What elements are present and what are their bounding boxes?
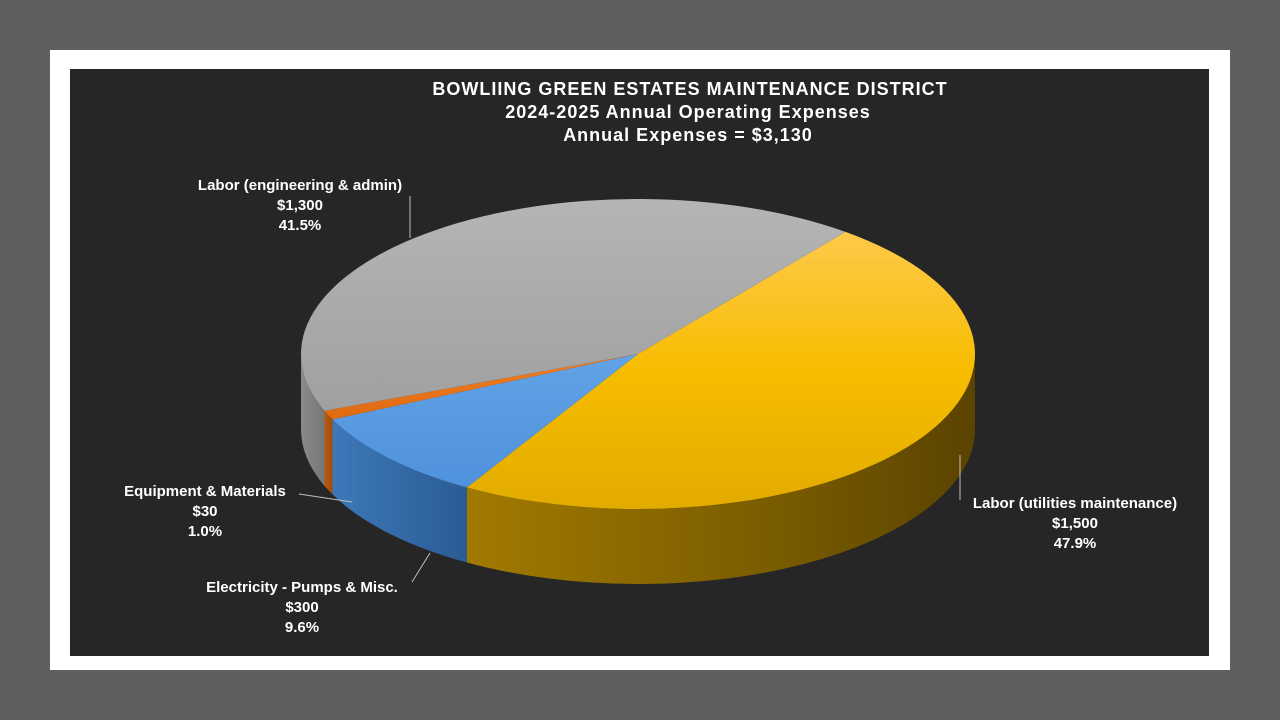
- slice-value: $30: [192, 503, 217, 520]
- slice-percent: 41.5%: [279, 217, 322, 234]
- pie-tops: [301, 199, 975, 509]
- slice-electricity: [332, 354, 638, 488]
- slice-value: $1,300: [277, 197, 323, 214]
- leader-line-electricity: [411, 552, 431, 583]
- slice-labor-engineering-side: [301, 354, 325, 486]
- label-electricity: Electricity - Pumps & Misc. $300 9.6%: [206, 579, 398, 636]
- slice-value: $1,500: [1052, 515, 1098, 532]
- leader-line-equipment: [298, 493, 353, 503]
- label-labor-utilities: Labor (utilities maintenance) $1,500 47.…: [973, 495, 1177, 552]
- title-line-3: Annual Expenses = $3,130: [563, 125, 813, 145]
- slice-percent: 9.6%: [285, 619, 319, 636]
- title-line-1: BOWLIING GREEN ESTATES MAINTENANCE DISTR…: [432, 79, 947, 99]
- slice-name: Labor (utilities maintenance): [973, 495, 1177, 512]
- slice-labor-engineering: [301, 199, 846, 411]
- slice-equipment: [324, 354, 638, 420]
- slice-value: $300: [285, 599, 318, 616]
- slice-equipment-side: [324, 410, 333, 495]
- slice-name: Electricity - Pumps & Misc.: [206, 579, 398, 596]
- slice-labor-utilities-side: [466, 354, 975, 584]
- title-line-2: 2024-2025 Annual Operating Expenses: [505, 102, 870, 122]
- pie-sides: [301, 354, 975, 584]
- label-labor-engineering: Labor (engineering & admin) $1,300 41.5%: [198, 177, 402, 234]
- slice-percent: 47.9%: [1054, 535, 1097, 552]
- slice-percent: 1.0%: [188, 523, 222, 540]
- slice-labor-utilities: [466, 231, 975, 509]
- leader-lines: [298, 196, 961, 583]
- label-equipment-materials: Equipment & Materials $30 1.0%: [124, 483, 286, 540]
- slice-name: Labor (engineering & admin): [198, 177, 402, 194]
- slice-electricity-side: [332, 419, 467, 563]
- chart-title: BOWLIING GREEN ESTATES MAINTENANCE DISTR…: [432, 79, 947, 145]
- slice-name: Equipment & Materials: [124, 483, 286, 500]
